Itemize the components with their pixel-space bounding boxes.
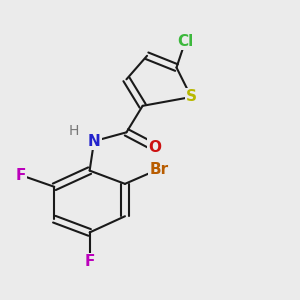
Text: Br: Br — [149, 162, 168, 177]
Text: H: H — [68, 124, 79, 138]
Text: O: O — [148, 140, 161, 154]
Text: F: F — [15, 167, 26, 182]
Text: Cl: Cl — [177, 34, 194, 49]
Text: F: F — [85, 254, 95, 269]
Text: N: N — [88, 134, 100, 149]
Text: S: S — [186, 89, 197, 104]
